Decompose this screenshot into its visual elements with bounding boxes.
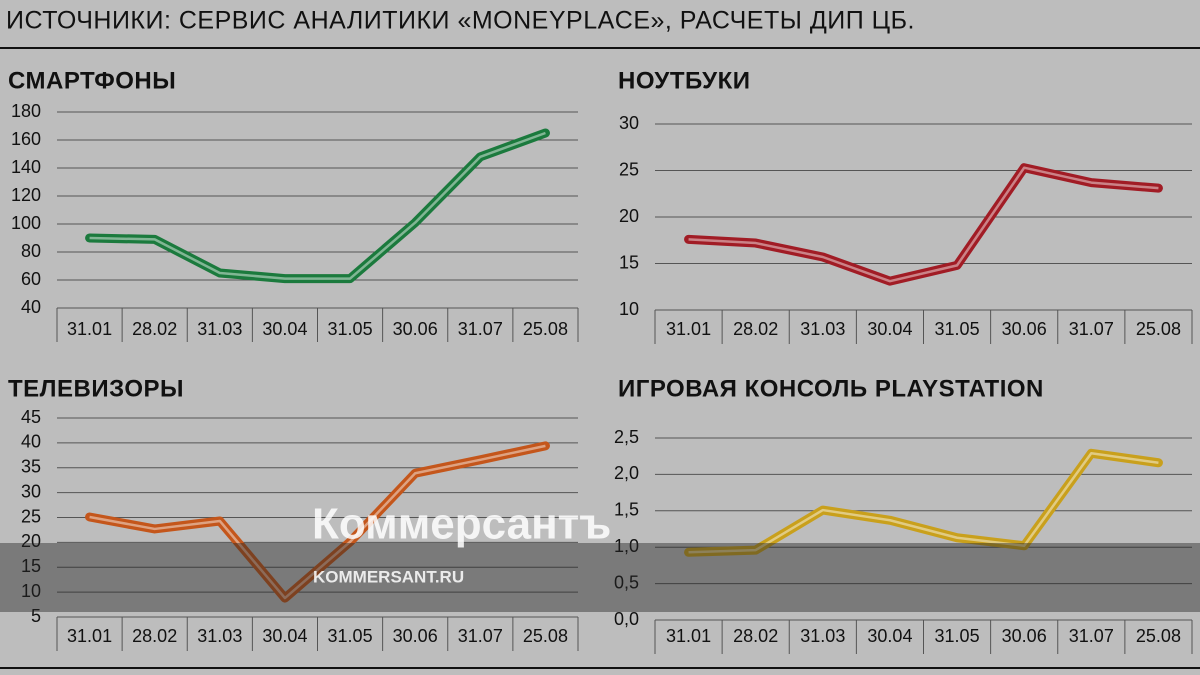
x-tick-label: 31.03 <box>800 319 845 339</box>
x-tick-label: 31.05 <box>935 319 980 339</box>
data-line <box>85 128 550 284</box>
x-tick-label: 31.03 <box>800 626 845 646</box>
y-tick-label: 100 <box>11 213 41 233</box>
y-tick-label: 15 <box>21 556 41 576</box>
x-tick-label: 31.07 <box>458 626 503 646</box>
y-tick-label: 2,5 <box>614 427 639 447</box>
line-highlight <box>89 444 546 600</box>
x-tick-label: 31.05 <box>935 626 980 646</box>
y-tick-label: 1,0 <box>614 536 639 556</box>
y-tick-label: 2,0 <box>614 463 639 483</box>
y-tick-label: 140 <box>11 157 41 177</box>
x-tick-label: 31.07 <box>1069 319 1114 339</box>
y-tick-label: 0,5 <box>614 572 639 592</box>
y-tick-label: 30 <box>619 113 639 133</box>
watermark-band <box>0 543 1200 612</box>
y-tick-label: 20 <box>619 206 639 226</box>
y-tick-label: 40 <box>21 432 41 452</box>
y-tick-label: 120 <box>11 185 41 205</box>
x-tick-label: 25.08 <box>1136 319 1181 339</box>
y-tick-label: 160 <box>11 129 41 149</box>
chart-title: ИГРОВАЯ КОНСОЛЬ PLAYSTATION <box>618 375 1044 402</box>
x-tick-label: 28.02 <box>733 319 778 339</box>
x-tick-label: 31.01 <box>67 319 112 339</box>
x-tick-label: 25.08 <box>523 319 568 339</box>
x-tick-label: 31.03 <box>197 626 242 646</box>
x-tick-label: 31.01 <box>666 626 711 646</box>
y-tick-label: 60 <box>21 269 41 289</box>
y-tick-label: 0,0 <box>614 609 639 629</box>
y-tick-label: 10 <box>619 299 639 319</box>
y-tick-label: 5 <box>31 606 41 626</box>
x-tick-label: 30.04 <box>867 319 912 339</box>
x-tick-label: 28.02 <box>733 626 778 646</box>
line-highlight <box>89 131 546 280</box>
chart-title: НОУТБУКИ <box>618 67 750 94</box>
y-tick-label: 180 <box>11 101 41 121</box>
y-tick-label: 35 <box>21 457 41 477</box>
y-tick-label: 20 <box>21 531 41 551</box>
source-note: ИСТОЧНИКИ: СЕРВИС АНАЛИТИКИ «MONEYPLACE»… <box>6 7 915 35</box>
line-highlight <box>688 452 1159 554</box>
x-tick-label: 30.04 <box>867 626 912 646</box>
x-tick-label: 25.08 <box>523 626 568 646</box>
x-tick-label: 28.02 <box>132 626 177 646</box>
x-tick-label: 31.01 <box>666 319 711 339</box>
watermark-site: KOMMERSANT.RU <box>313 567 464 586</box>
data-line <box>684 163 1163 286</box>
line-highlight <box>688 166 1159 283</box>
x-tick-label: 30.06 <box>393 319 438 339</box>
x-tick-label: 25.08 <box>1136 626 1181 646</box>
x-tick-label: 31.07 <box>458 319 503 339</box>
x-tick-label: 31.05 <box>328 626 373 646</box>
chart-title: СМАРТФОНЫ <box>8 67 176 94</box>
x-tick-label: 28.02 <box>132 319 177 339</box>
x-tick-label: 31.05 <box>328 319 373 339</box>
y-tick-label: 40 <box>21 297 41 317</box>
y-tick-label: 15 <box>619 252 639 272</box>
y-tick-label: 1,5 <box>614 500 639 520</box>
y-tick-label: 10 <box>21 581 41 601</box>
x-tick-label: 30.06 <box>393 626 438 646</box>
y-tick-label: 25 <box>21 506 41 526</box>
charts: СМАРТФОНЫ 40 60 80 100 120 140 160 180 31.01 28.02… <box>8 67 1193 654</box>
x-tick-label: 30.04 <box>262 626 307 646</box>
y-tick-label: 45 <box>21 407 41 427</box>
y-tick-label: 80 <box>21 241 41 261</box>
y-tick-label: 25 <box>619 159 639 179</box>
y-tick-label: 30 <box>21 481 41 501</box>
data-line <box>85 441 550 603</box>
x-tick-label: 30.04 <box>262 319 307 339</box>
x-tick-label: 30.06 <box>1002 319 1047 339</box>
x-tick-label: 31.03 <box>197 319 242 339</box>
x-tick-label: 31.07 <box>1069 626 1114 646</box>
chart-title: ТЕЛЕВИЗОРЫ <box>8 375 184 402</box>
x-tick-label: 30.06 <box>1002 626 1047 646</box>
x-tick-label: 31.01 <box>67 626 112 646</box>
watermark-brand: Коммерсантъ <box>312 500 611 549</box>
data-line <box>684 448 1163 557</box>
